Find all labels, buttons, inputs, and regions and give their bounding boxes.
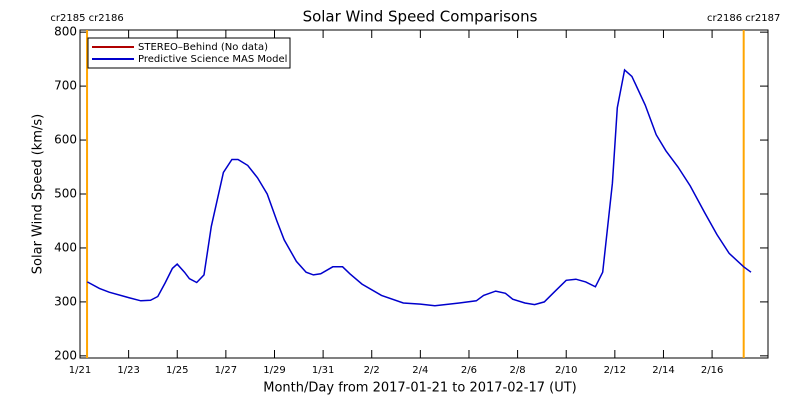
y-tick-label: 700 — [54, 79, 77, 93]
x-tick-label: 2/8 — [510, 365, 526, 376]
series-line — [86, 68, 752, 307]
x-tick-label: 1/25 — [166, 365, 188, 376]
y-tick-label: 500 — [54, 187, 77, 201]
x-tick-label: 2/6 — [461, 365, 477, 376]
x-tick-label: 2/10 — [555, 365, 577, 376]
x-tick-label: 1/29 — [263, 365, 285, 376]
rotation-label: cr2185 cr2186 — [50, 13, 123, 24]
x-tick-label: 2/2 — [364, 365, 380, 376]
legend-label: STEREO–Behind (No data) — [138, 42, 268, 53]
x-axis-label: Month/Day from 2017-01-21 to 2017-02-17 … — [263, 381, 576, 396]
y-tick-label: 800 — [54, 25, 77, 39]
y-tick-label: 600 — [54, 133, 77, 147]
rotation-label: cr2186 cr2187 — [707, 13, 780, 24]
chart-title: Solar Wind Speed Comparisons — [303, 8, 538, 26]
x-tick-label: 2/12 — [604, 365, 626, 376]
x-tick-label: 2/16 — [701, 365, 723, 376]
x-tick-label: 1/27 — [215, 365, 237, 376]
legend-label: Predictive Science MAS Model — [138, 54, 287, 65]
y-tick-label: 300 — [54, 294, 77, 308]
x-tick-label: 2/14 — [652, 365, 674, 376]
y-tick-label: 200 — [54, 348, 77, 362]
x-tick-label: 1/21 — [69, 365, 91, 376]
x-tick-label: 1/23 — [117, 365, 139, 376]
legend-box — [87, 37, 291, 69]
x-tick-label: 1/31 — [312, 365, 334, 376]
x-tick-label: 2/4 — [412, 365, 428, 376]
y-axis-label: Solar Wind Speed (km/s) — [31, 114, 46, 274]
y-tick-label: 400 — [54, 240, 77, 254]
